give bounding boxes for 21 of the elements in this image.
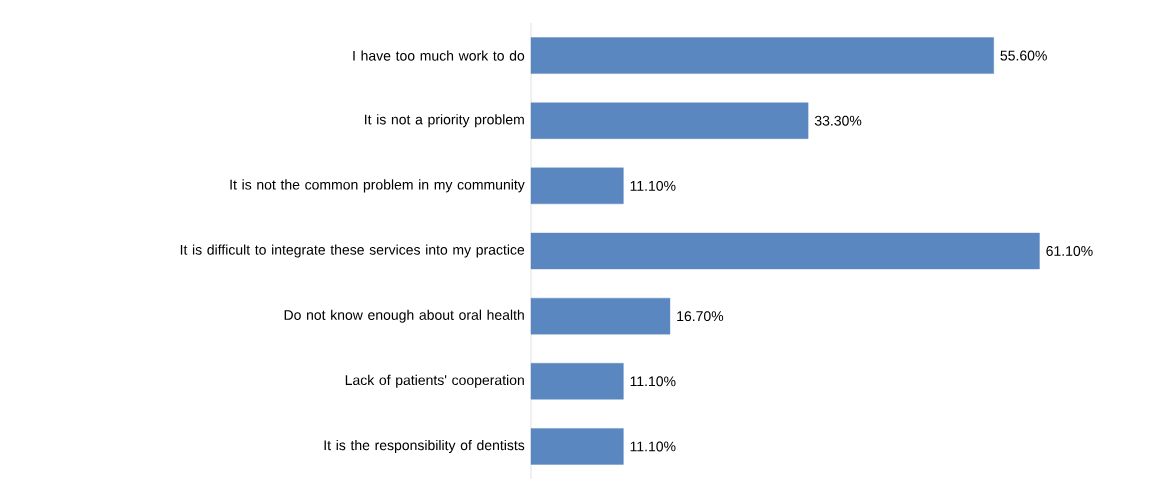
- y-tick-label: It is difficult to integrate these services into my practice: [180, 244, 525, 258]
- bar: [530, 428, 624, 465]
- bar: [530, 232, 1040, 270]
- data-label: 11.10%: [630, 441, 676, 452]
- data-label: 55.60%: [1000, 50, 1047, 61]
- y-tick-label: It is the responsibility of dentists: [324, 439, 525, 453]
- y-tick-label: Lack of patients' cooperation: [345, 374, 524, 388]
- y-tick-label: Do not know enough about oral health: [284, 309, 524, 323]
- y-tick-label: It is not the common problem in my community: [230, 179, 525, 193]
- data-label: 33.30%: [814, 115, 862, 126]
- data-label: 11.10%: [630, 180, 676, 191]
- bar: [530, 167, 624, 205]
- bar: [530, 37, 994, 74]
- y-tick-label: I have too much work to do: [353, 50, 525, 61]
- data-label: 16.70%: [677, 311, 724, 322]
- bar: [530, 363, 624, 400]
- bar: [530, 297, 671, 335]
- bar: [530, 102, 809, 139]
- data-label: 61.10%: [1046, 246, 1093, 256]
- y-tick-label: It is not a priority problem: [365, 114, 524, 128]
- data-label: 11.10%: [630, 376, 676, 387]
